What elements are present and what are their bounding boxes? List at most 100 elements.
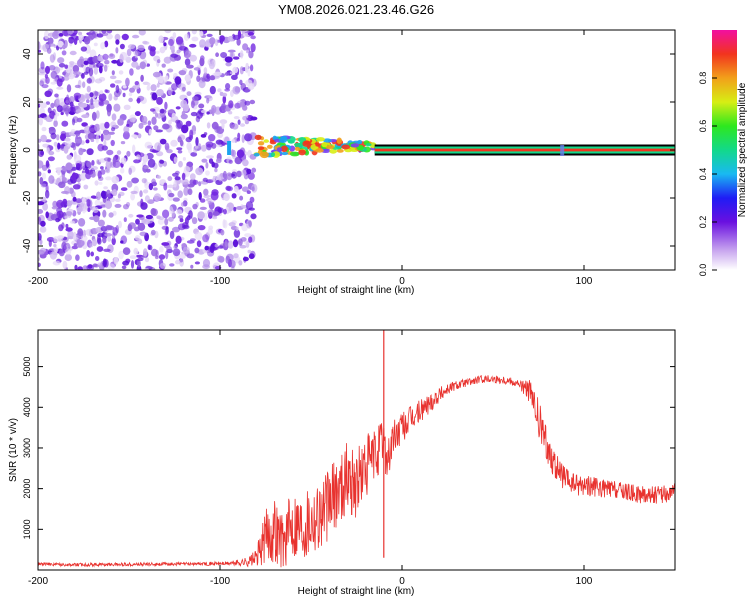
colorbar-tick-label: 0.2 <box>698 216 708 229</box>
spectrogram-noise-cell <box>47 169 51 174</box>
spectrogram-noise-cell <box>93 42 98 47</box>
spectrogram-noise-cell <box>207 200 212 205</box>
spectrogram-noise-cell <box>94 91 99 96</box>
snr-y-label: SNR (10 * v/v) <box>8 418 19 482</box>
spectrogram-noise-cell <box>172 197 180 202</box>
spectrogram-noise-cell <box>228 111 233 115</box>
spectrogram-noise-cell <box>102 209 107 218</box>
spectrogram-noise-cell <box>202 264 211 270</box>
spectrogram-noise-cell <box>212 216 218 220</box>
spectrogram-noise-cell <box>196 110 203 119</box>
spectrogram-noise-cell <box>60 130 67 137</box>
spectrogram-noise-cell <box>242 43 249 51</box>
spectrogram-noise-cell <box>171 83 178 91</box>
colorbar-tick-label: 0.8 <box>698 72 708 85</box>
snr-plot-area <box>38 330 675 568</box>
spectrogram-noise-cell <box>128 97 133 103</box>
spectrogram-noise-cell <box>64 64 68 69</box>
spectrogram-noise-cell <box>50 81 57 85</box>
spectrogram-noise-cell <box>158 216 165 220</box>
spectrogram-noise-cell <box>150 108 156 112</box>
spectrogram-signal-cell <box>294 146 301 151</box>
spectrogram-noise-cell <box>214 38 219 46</box>
spectrogram-noise-cell <box>217 88 222 93</box>
spectrogram-noise-cell <box>97 237 102 245</box>
spectrogram-noise-cell <box>143 165 149 170</box>
spectrogram-noise-cell <box>190 100 195 109</box>
spectrogram-noise-cell <box>226 172 233 181</box>
spectrogram-noise-cell <box>174 76 182 85</box>
spectrogram-noise-cell <box>97 262 103 266</box>
spectrogram-noise-cell <box>184 33 190 41</box>
spectrogram-noise-cell <box>225 61 232 67</box>
spectrogram-noise-cell <box>136 97 141 104</box>
spectrogram-noise-cell <box>106 149 114 156</box>
spectrogram-noise-cell <box>239 195 244 201</box>
spectrogram-noise-cell <box>86 85 91 93</box>
spectrogram-noise-cell <box>193 147 198 154</box>
spectrogram-noise-cell <box>122 85 127 89</box>
spectrogram-noise-cell <box>168 192 175 198</box>
spectrogram-noise-cell <box>150 84 157 92</box>
spectrogram-noise-cell <box>44 30 49 40</box>
spectrogram-noise-cell <box>74 84 81 89</box>
spectrogram-noise-cell <box>179 218 184 223</box>
spectrogram-noise-cell <box>164 30 172 34</box>
spectrogram-noise-cell <box>103 186 108 190</box>
spectrogram-noise-cell <box>239 79 243 86</box>
spectrogram-noise-cell <box>244 233 252 238</box>
y-tick-label: 20 <box>22 96 33 108</box>
spectrogram-noise-cell <box>126 48 132 57</box>
spectrogram-noise-cell <box>249 196 255 203</box>
spectrogram-noise-cell <box>190 111 198 117</box>
spectrogram-noise-cell <box>148 244 153 251</box>
spectrogram-noise-cell <box>70 129 76 134</box>
spectrogram-noise-cell <box>157 218 165 225</box>
spectrogram-noise-cell <box>67 230 74 240</box>
spectrogram-noise-cell <box>53 120 58 127</box>
spectrogram-noise-cell <box>78 218 86 227</box>
spectrogram-noise-cell <box>159 138 167 145</box>
spectrogram-noise-cell <box>206 33 213 38</box>
spectrogram-noise-cell <box>113 103 121 112</box>
spectrogram-noise-cell <box>114 80 122 84</box>
spectrogram-noise-cell <box>151 208 158 217</box>
spectrogram-noise-cell <box>184 58 191 66</box>
spectrogram-noise-cell <box>245 201 254 211</box>
spectrogram-noise-cell <box>233 229 241 238</box>
spectrogram-noise-cell <box>50 70 58 79</box>
snr-series-line <box>38 374 675 568</box>
spectrogram-noise-cell <box>140 74 144 82</box>
spectrogram-noise-cell <box>231 193 237 199</box>
spectrogram-noise-cell <box>220 229 225 236</box>
spectrogram-noise-cell <box>78 239 85 247</box>
spectrogram-noise-cell <box>248 50 254 59</box>
spectrogram-noise-cell <box>145 168 151 173</box>
spectrogram-noise-cell <box>105 176 112 181</box>
spectrogram-noise-cell <box>155 129 163 133</box>
spectrogram-noise-cell <box>128 44 136 50</box>
spectrogram-noise-cell <box>161 63 166 68</box>
spectrogram-noise-cell <box>82 265 88 270</box>
colorbar-ticks: 0.0 0.2 0.4 0.6 0.8 <box>698 72 717 276</box>
spectrogram-noise-cell <box>57 235 65 240</box>
spectrogram-noise-cell <box>165 250 169 260</box>
spectrogram-noise-cell <box>84 44 91 54</box>
spectrogram-signal-cell <box>257 146 265 151</box>
spectrogram-noise-cell <box>72 142 77 151</box>
spectrogram-noise-cell <box>137 133 142 139</box>
spectrogram-noise-cell <box>203 188 209 196</box>
spectrogram-noise-cell <box>121 265 127 270</box>
spectrogram-noise-cell <box>56 96 60 105</box>
spectrogram-noise-cell <box>62 260 68 269</box>
spectrogram-noise-cell <box>104 233 113 237</box>
spectrogram-noise-cell <box>73 92 82 100</box>
spectrogram-noise-cell <box>81 235 88 242</box>
spectrogram-noise-cell <box>250 35 256 40</box>
spectrogram-noise-cell <box>163 56 172 64</box>
spectrogram-signal-cell <box>365 143 372 147</box>
spectrogram-noise-cell <box>205 162 209 169</box>
spectrogram-noise-cell <box>48 151 55 156</box>
spectrogram-noise-cell <box>231 171 238 179</box>
spectrogram-noise-cell <box>103 100 110 105</box>
